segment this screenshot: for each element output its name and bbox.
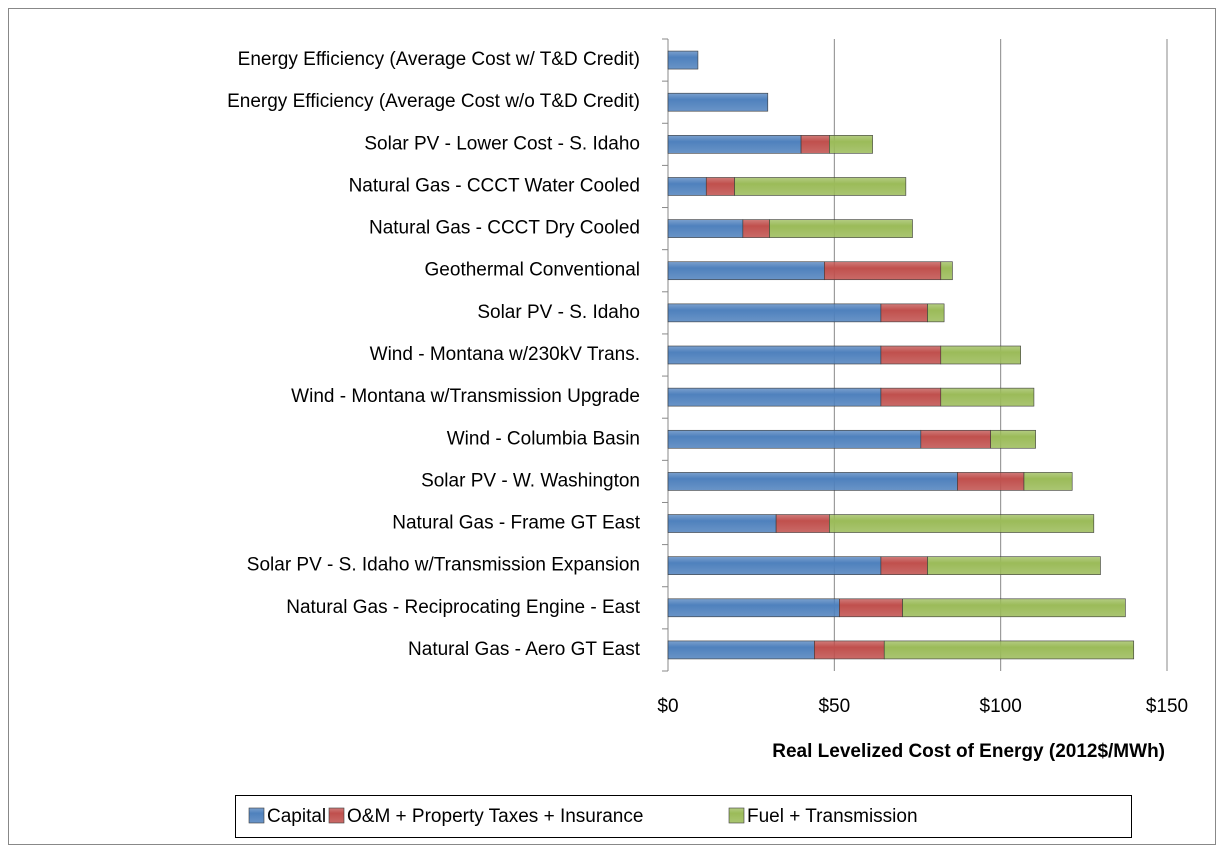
- bar: [742, 219, 770, 238]
- x-tick-label: $50: [818, 696, 850, 717]
- y-tick-label: Energy Efficiency (Average Cost w/o T&D …: [227, 91, 640, 112]
- bar: [990, 429, 1036, 449]
- legend-swatch: [248, 807, 265, 824]
- bar: [667, 556, 882, 575]
- x-tick-label: $150: [1146, 696, 1188, 717]
- bar: [940, 345, 1021, 365]
- y-tick-label: Natural Gas - Aero GT East: [408, 639, 641, 660]
- bar: [667, 50, 699, 70]
- x-tick-label: $0: [657, 696, 678, 717]
- x-axis-title: Real Levelized Cost of Energy (2012$/MWh…: [772, 741, 1165, 762]
- bar: [705, 177, 735, 196]
- bar: [824, 261, 942, 281]
- legend-label: O&M + Property Taxes + Insurance: [347, 806, 643, 827]
- bar: [667, 472, 958, 491]
- bar: [667, 219, 744, 238]
- y-tick-label: Energy Efficiency (Average Cost w/ T&D C…: [238, 49, 640, 70]
- y-tick-label: Wind - Montana w/230kV Trans.: [370, 344, 640, 365]
- y-tick-label: Solar PV - W. Washington: [421, 470, 640, 491]
- y-tick-label: Natural Gas - Reciprocating Engine - Eas…: [286, 597, 640, 618]
- bar: [775, 514, 830, 533]
- bar: [769, 219, 913, 238]
- bar: [839, 598, 903, 618]
- bar: [880, 387, 942, 407]
- legend-swatch: [728, 807, 745, 824]
- bar: [880, 345, 942, 365]
- bar: [667, 177, 707, 196]
- x-tick-label: $100: [980, 696, 1022, 717]
- bar: [814, 640, 885, 660]
- bar: [667, 640, 815, 660]
- bar: [667, 429, 922, 449]
- bar: [667, 387, 882, 407]
- bar: [667, 345, 882, 365]
- y-tick-label: Wind - Montana w/Transmission Upgrade: [291, 386, 640, 407]
- y-tick-label: Natural Gas - CCCT Dry Cooled: [369, 218, 640, 239]
- bar: [829, 514, 1095, 533]
- y-tick-label: Wind - Columbia Basin: [447, 428, 640, 449]
- bar: [927, 556, 1101, 575]
- bar: [734, 177, 907, 196]
- bar: [920, 429, 991, 449]
- y-tick-label: Solar PV - Lower Cost - S. Idaho: [364, 133, 640, 154]
- y-tick-label: Natural Gas - CCCT Water Cooled: [349, 175, 640, 196]
- bar: [940, 261, 953, 281]
- bar: [667, 303, 882, 323]
- bar: [957, 472, 1025, 491]
- legend-swatch: [328, 807, 345, 824]
- bar: [667, 261, 825, 281]
- bar: [880, 556, 928, 575]
- bar: [940, 387, 1035, 407]
- bar: [667, 135, 802, 154]
- y-tick-label: Natural Gas - Frame GT East: [392, 513, 640, 534]
- bar: [927, 303, 945, 323]
- legend-box: [235, 795, 1132, 838]
- bar: [800, 135, 830, 154]
- chart-border: [8, 8, 1216, 845]
- bar: [902, 598, 1126, 618]
- y-tick-label: Solar PV - S. Idaho w/Transmission Expan…: [247, 555, 640, 576]
- legend-label: Fuel + Transmission: [747, 806, 918, 827]
- bar: [667, 514, 777, 533]
- bar: [667, 598, 840, 618]
- bar: [880, 303, 928, 323]
- bar: [1023, 472, 1073, 491]
- bar: [829, 135, 873, 154]
- legend-label: Capital: [267, 806, 326, 827]
- y-tick-label: Solar PV - S. Idaho: [477, 302, 640, 323]
- bar: [667, 92, 769, 112]
- bar: [883, 640, 1135, 660]
- y-tick-label: Geothermal Conventional: [425, 260, 640, 281]
